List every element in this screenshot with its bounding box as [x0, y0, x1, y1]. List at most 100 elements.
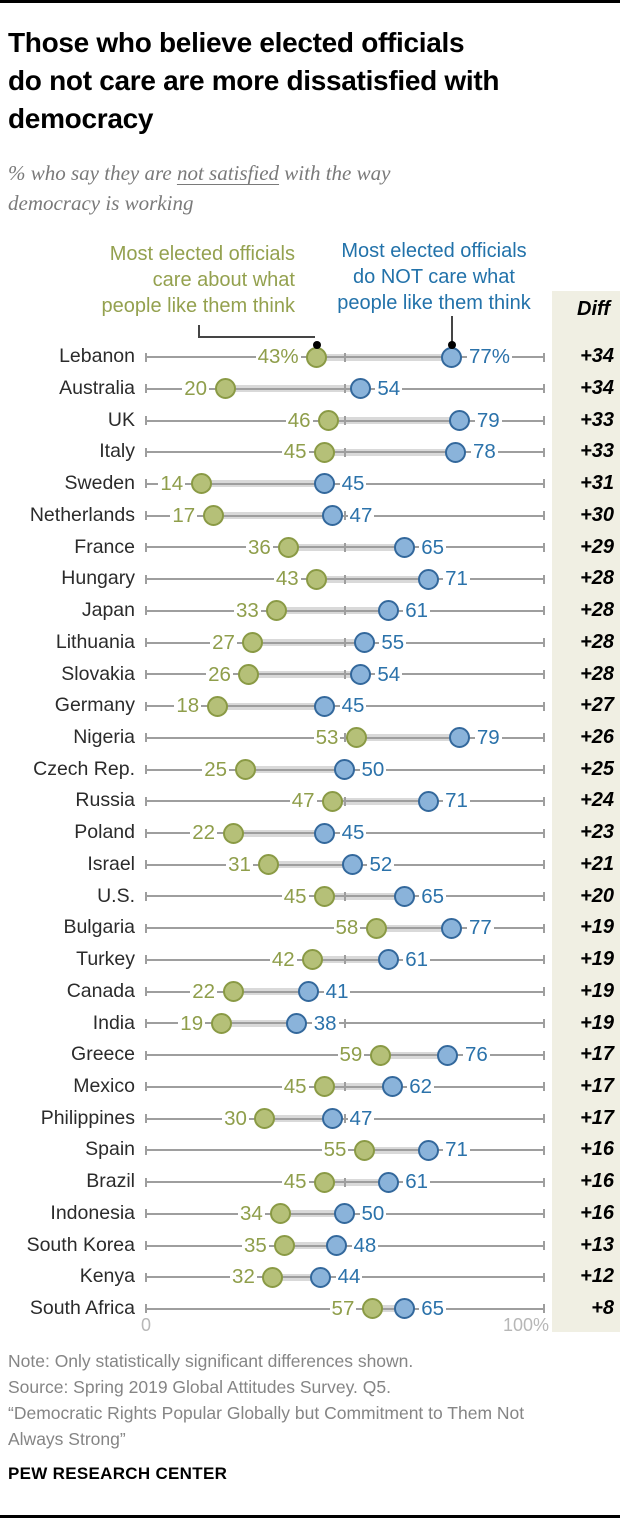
axis-mid-tick [343, 384, 346, 394]
legend-not-care-line-1: Most elected officials [341, 240, 527, 262]
care-dot [306, 346, 328, 368]
care-value-label: 57 [329, 1297, 357, 1321]
care-value-label: 20 [182, 376, 210, 400]
axis-end-tick [542, 384, 545, 394]
not-care-dot [377, 949, 399, 971]
care-value-label: 30 [222, 1106, 249, 1130]
not-care-dot [449, 727, 471, 749]
not-care-value-label: 65 [419, 884, 446, 908]
not-care-dot [322, 1108, 344, 1130]
not-care-dot [310, 1266, 332, 1288]
axis-mid-tick [343, 891, 346, 901]
axis-start-tick [144, 796, 147, 806]
care-dot [302, 949, 324, 971]
country-label: Israel [87, 852, 135, 875]
not-care-dot [449, 410, 471, 432]
diff-column-header: Diff [577, 298, 610, 320]
axis-end-tick [542, 765, 545, 775]
country-label: Canada [66, 979, 135, 1002]
care-dot [278, 536, 300, 558]
care-dot [222, 981, 244, 1003]
diff-value: +30 [580, 503, 614, 526]
axis-start-tick [144, 1145, 147, 1155]
not-care-value-label: 54 [375, 376, 403, 400]
diff-value: +16 [580, 1170, 614, 1193]
axis-start-tick [144, 1114, 147, 1124]
not-care-value-label: 65 [419, 535, 446, 559]
not-care-dot [377, 1171, 399, 1193]
axis-start-tick [144, 891, 147, 901]
not-care-value-label: 71 [443, 567, 470, 591]
legend-care-line-2: care about what [152, 269, 295, 291]
subtitle-text-cont: with the way [279, 161, 391, 185]
diff-value: +28 [580, 630, 614, 653]
axis-start-tick [144, 511, 147, 521]
care-dot [242, 632, 264, 654]
page-title: Those who believe elected officials do n… [8, 24, 608, 138]
care-dot [314, 441, 336, 463]
care-value-label: 55 [321, 1138, 349, 1162]
axis-end-tick [542, 606, 545, 616]
not-care-value-label: 76 [462, 1043, 490, 1067]
care-value-label: 45 [281, 884, 309, 908]
not-care-dot [377, 600, 399, 622]
not-care-value-label: 47 [347, 1106, 375, 1130]
axis-mid-tick [343, 542, 346, 552]
not-care-value-label: 45 [339, 472, 367, 496]
care-value-label: 26 [206, 662, 233, 686]
country-label: UK [107, 408, 135, 431]
not-care-value-label: 65 [419, 1297, 446, 1321]
care-dot [234, 759, 256, 781]
country-label: Sweden [64, 472, 135, 495]
care-dot [365, 917, 387, 939]
not-care-value-label: 78 [470, 440, 498, 464]
axis-end-tick [542, 1304, 545, 1314]
not-care-value-label: 41 [323, 979, 351, 1003]
care-dot [206, 695, 228, 717]
diff-value: +17 [580, 1106, 614, 1129]
not-care-dot [314, 695, 336, 717]
axis-mid-tick [343, 955, 346, 965]
axis-start-tick [144, 447, 147, 457]
care-dot [262, 1266, 284, 1288]
diff-value: +8 [591, 1297, 614, 1320]
not-care-value-label: 61 [403, 948, 431, 972]
legend-not-care-line-3: people like them think [337, 292, 531, 314]
axis-end-tick [542, 701, 545, 711]
axis-mid-tick [343, 1114, 346, 1124]
legend-not-care-group: Most elected officials do NOT care what … [322, 238, 546, 316]
care-dot [210, 1012, 232, 1034]
not-care-dot [334, 759, 355, 781]
not-care-dot [393, 1298, 415, 1320]
care-dot [214, 378, 236, 400]
country-label: South Africa [29, 1297, 135, 1320]
not-care-leader-endpoint-dot [447, 341, 456, 349]
axis-start-tick [144, 1209, 147, 1219]
care-dot [190, 473, 212, 495]
not-care-dot [349, 378, 371, 400]
axis-end-tick [542, 1272, 545, 1282]
axis-end-tick [542, 511, 545, 521]
subtitle-underlined-text: not satisfied [176, 161, 280, 185]
care-dot [369, 1044, 391, 1066]
diff-value: +21 [580, 852, 614, 875]
axis-end-tick [542, 1050, 545, 1060]
axis-mid-tick [343, 733, 346, 743]
care-dot [306, 568, 328, 590]
diff-value: +33 [580, 408, 614, 431]
not-care-dot [417, 568, 439, 590]
diff-value: +12 [580, 1265, 614, 1288]
not-care-value-label: 44 [335, 1265, 363, 1289]
not-care-value-label: 71 [443, 789, 470, 813]
not-care-value-label: 45 [339, 821, 367, 845]
care-value-label: 42 [269, 948, 297, 972]
axis-end-tick [542, 669, 545, 679]
axis-start-tick [144, 669, 147, 679]
not-care-value-label: 54 [375, 662, 403, 686]
diff-value: +13 [580, 1233, 614, 1256]
diff-value: +19 [580, 979, 614, 1002]
axis-mid-tick [343, 796, 346, 806]
chart-notes: Note: Only statistically significant dif… [8, 1348, 612, 1452]
x-axis-min-label: 0 [140, 1315, 151, 1335]
care-value-label: 27 [210, 630, 237, 654]
